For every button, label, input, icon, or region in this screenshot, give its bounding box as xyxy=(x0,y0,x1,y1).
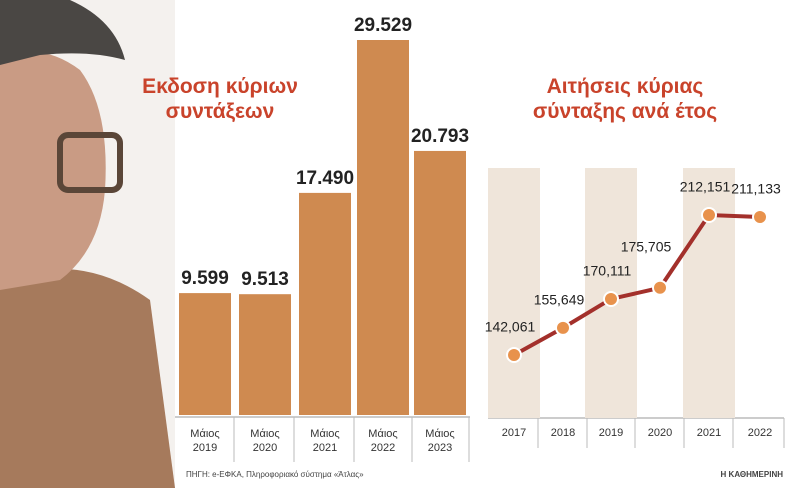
value-label: 211,133 xyxy=(731,181,781,197)
marker xyxy=(752,209,768,226)
x-tick-label: Μάιος 2021 xyxy=(310,428,340,454)
value-label: 142,061 xyxy=(485,319,536,335)
value-label: 29.529 xyxy=(354,15,412,36)
x-tick-label: 2020 xyxy=(648,427,672,439)
jacket xyxy=(0,268,175,488)
x-tick-label: 2022 xyxy=(748,427,772,439)
x-tick-label: Μάιος 2023 xyxy=(425,428,455,454)
value-label: 170,111 xyxy=(583,263,632,279)
x-tick-label: Μάιος 2019 xyxy=(190,428,220,454)
chart-title: Εκδοση κύριων συντάξεων xyxy=(142,75,298,123)
face xyxy=(0,52,106,290)
value-label: 155,649 xyxy=(534,292,585,308)
value-label: 9.599 xyxy=(181,268,229,289)
value-label: 175,705 xyxy=(621,239,672,255)
x-tick-label: Μάιος 2022 xyxy=(368,428,398,454)
line xyxy=(513,212,761,357)
marker xyxy=(603,290,619,307)
band xyxy=(683,168,735,418)
credit: Η ΚΑΘΗΜΕΡΙΝΗ xyxy=(720,470,783,479)
value-label: 212,151 xyxy=(680,179,731,195)
x-tick-label: 2017 xyxy=(502,427,526,439)
band xyxy=(488,168,540,418)
bar xyxy=(357,40,409,415)
x-tick-label: 2018 xyxy=(551,427,575,439)
marker xyxy=(652,279,668,296)
x-tick-label: 2021 xyxy=(697,427,721,439)
bar xyxy=(239,294,291,415)
x-tick-label: Μάιος 2020 xyxy=(250,428,280,454)
value-label: 20.793 xyxy=(411,126,469,147)
value-label: 17.490 xyxy=(296,168,354,189)
marker xyxy=(555,319,571,336)
bar xyxy=(179,293,231,415)
bar xyxy=(299,192,351,415)
value-label: 9.513 xyxy=(241,269,289,290)
marker xyxy=(506,347,522,363)
source: ΠΗΓΗ: e-ΕΦΚΑ, Πληροφοριακό σύστημα «Άτλα… xyxy=(186,470,364,479)
marker xyxy=(701,207,717,223)
photo xyxy=(0,0,175,488)
chart-title: Αιτήσεις κύριας σύνταξης ανά έτος xyxy=(532,75,718,123)
bar xyxy=(414,150,466,416)
glasses xyxy=(57,132,123,193)
cap xyxy=(0,0,125,65)
x-tick-label: 2019 xyxy=(599,427,623,439)
